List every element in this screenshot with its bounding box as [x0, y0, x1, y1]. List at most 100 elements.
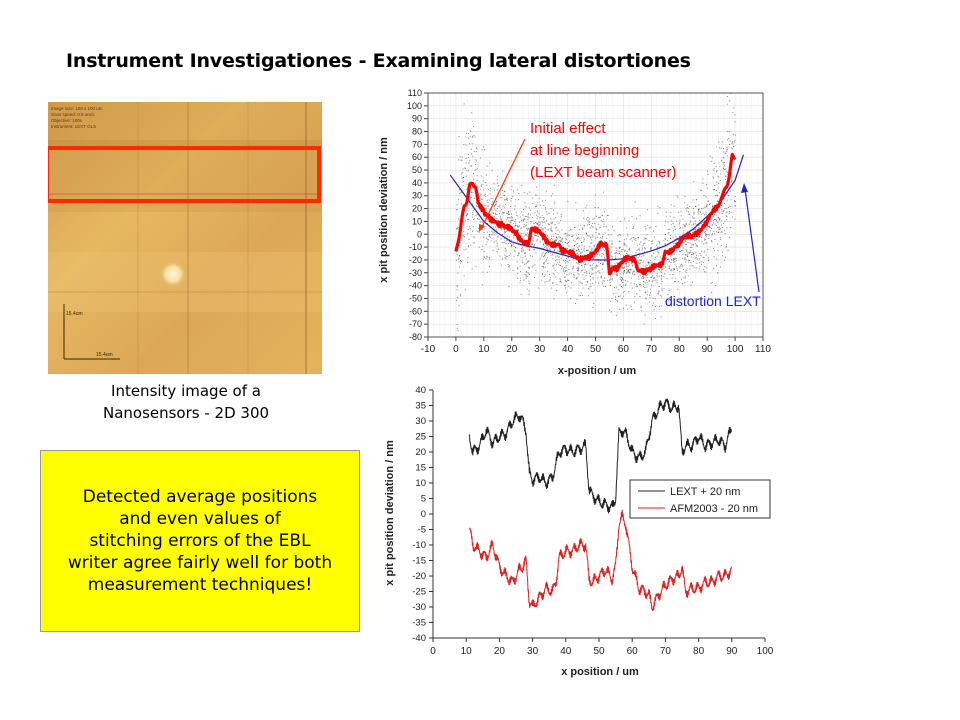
raw-point [525, 216, 527, 217]
raw-point [705, 235, 707, 236]
y-tick-label: 5 [421, 494, 426, 505]
raw-point [566, 233, 568, 235]
raw-point [628, 291, 630, 293]
raw-point [594, 207, 596, 208]
raw-point [701, 250, 703, 252]
raw-point [552, 213, 554, 215]
raw-point [570, 287, 572, 289]
raw-point [680, 265, 682, 267]
raw-point [566, 292, 567, 294]
raw-point [554, 223, 556, 225]
raw-point [626, 272, 628, 274]
raw-point [724, 164, 726, 166]
raw-point [692, 238, 694, 240]
raw-point [709, 204, 710, 205]
raw-point [595, 228, 597, 230]
raw-point [466, 215, 468, 217]
raw-point [524, 252, 526, 254]
raw-point [610, 277, 612, 279]
raw-point [483, 256, 485, 258]
y-tick-label: 30 [415, 416, 426, 427]
raw-point [684, 226, 686, 228]
raw-point [729, 140, 731, 142]
raw-point [524, 202, 526, 204]
raw-point [671, 270, 673, 272]
raw-point [504, 241, 506, 243]
raw-point [558, 222, 560, 224]
raw-point [716, 170, 718, 172]
raw-point [687, 211, 689, 213]
raw-point [615, 274, 617, 275]
raw-point [641, 310, 643, 312]
raw-point [661, 269, 662, 271]
raw-point [557, 234, 559, 235]
raw-point [521, 219, 522, 221]
raw-point [506, 255, 508, 257]
raw-point [473, 187, 474, 189]
raw-point [726, 171, 728, 173]
raw-point [487, 205, 489, 207]
raw-point [713, 169, 715, 171]
raw-point [636, 250, 638, 252]
raw-point [567, 234, 569, 236]
raw-point [699, 268, 701, 270]
raw-point [624, 270, 626, 271]
raw-point [639, 255, 640, 257]
slide-title: Instrument Investigationes - Examining l… [66, 50, 691, 72]
raw-point [555, 256, 557, 258]
raw-point [523, 209, 524, 210]
raw-point [628, 260, 630, 262]
raw-point [722, 211, 724, 212]
raw-point [691, 252, 693, 254]
raw-point [543, 256, 544, 258]
raw-point [497, 175, 499, 177]
raw-point [548, 213, 550, 214]
raw-point [588, 288, 590, 290]
raw-point [704, 233, 706, 235]
raw-point [500, 238, 502, 240]
raw-point [696, 258, 698, 260]
raw-point [528, 294, 530, 295]
raw-point [682, 283, 684, 285]
raw-point [610, 274, 612, 276]
raw-point [705, 236, 707, 238]
raw-point [709, 155, 711, 157]
raw-point [574, 226, 576, 228]
raw-point [723, 148, 724, 149]
raw-point [680, 211, 682, 213]
raw-point [553, 235, 555, 237]
raw-point [575, 243, 577, 245]
raw-point [726, 199, 728, 201]
raw-point [705, 271, 707, 273]
raw-point [706, 203, 708, 205]
raw-point [670, 269, 672, 271]
raw-point [623, 244, 625, 246]
raw-point [535, 252, 537, 254]
raw-point [651, 305, 653, 306]
raw-point [591, 267, 593, 269]
raw-point [495, 213, 497, 215]
raw-point [534, 194, 536, 196]
raw-point [534, 276, 535, 278]
raw-point [712, 205, 714, 207]
raw-point [462, 177, 464, 178]
raw-point [554, 269, 556, 271]
raw-point [513, 256, 515, 258]
raw-point [670, 204, 672, 206]
raw-point [476, 180, 478, 181]
raw-point [609, 279, 610, 281]
raw-point [522, 238, 524, 240]
raw-point [671, 277, 673, 279]
raw-point [520, 228, 522, 230]
raw-point [705, 254, 707, 256]
y-tick-label: -35 [412, 618, 426, 629]
raw-point [532, 217, 534, 218]
raw-point [631, 216, 633, 217]
raw-point [716, 184, 718, 186]
raw-point [596, 264, 597, 266]
raw-point [462, 172, 464, 174]
raw-point [463, 144, 465, 146]
raw-point [619, 284, 621, 286]
raw-point [630, 269, 632, 270]
raw-point [491, 230, 493, 232]
